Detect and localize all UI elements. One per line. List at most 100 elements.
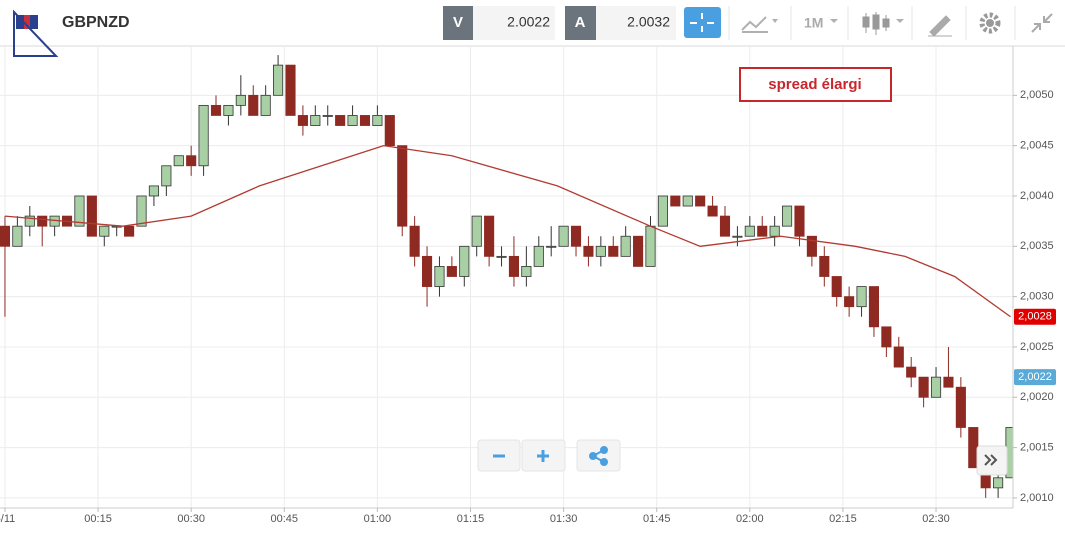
x-tick-label: 02:15: [829, 513, 857, 525]
flag-outline: [13, 9, 59, 57]
candle-body: [484, 215, 495, 257]
ask-label: A: [575, 14, 586, 31]
candle-body: [99, 225, 110, 237]
candle-body: [719, 215, 731, 237]
candle-body: [744, 225, 755, 237]
candle-body: [446, 266, 457, 277]
y-tick-label: 2,0015: [1020, 442, 1054, 454]
price-tag-label: 2,0022: [1018, 371, 1052, 383]
y-tick-label: 2,0010: [1020, 492, 1054, 504]
candle-body: [148, 185, 159, 197]
candle-body: [359, 115, 371, 126]
axes: 2,0010 2,0015 2,0020 2,0025 2,0030 2,0035 2,00…: [0, 89, 1056, 525]
candle-body: [471, 215, 482, 247]
y-tick-label: 2,0040: [1020, 190, 1054, 202]
price-tag: [1014, 369, 1056, 386]
y-tick-label: 2,0050: [1020, 89, 1054, 101]
candle-body: [769, 225, 780, 237]
candle-body: [384, 115, 395, 147]
x-tick-label: 02:30: [922, 513, 950, 525]
x-tick-label: 02:00: [736, 513, 764, 525]
candle-body: [210, 104, 222, 116]
candle-body: [918, 376, 929, 398]
candle-body: [198, 104, 209, 167]
candle-body: [322, 115, 333, 117]
timeframe[interactable]: 1M: [804, 15, 823, 31]
candle-body: [397, 145, 408, 227]
candle-body: [297, 115, 308, 126]
candle-body: [161, 165, 172, 187]
candle-body: [695, 195, 706, 207]
candle-body: [521, 266, 532, 277]
bid-label: V: [453, 14, 463, 31]
draw-icon[interactable]: [928, 15, 952, 37]
candle-body: [86, 195, 97, 237]
candle-body: [757, 225, 768, 237]
candle-body: [707, 205, 718, 217]
candle-body: [893, 346, 904, 368]
dropdown-arrow: [830, 19, 838, 23]
y-tick-label: 2,0020: [1020, 391, 1054, 403]
candle-body: [645, 225, 656, 267]
candle-body: [223, 104, 234, 116]
candle-body: [74, 195, 85, 227]
candle-body: [508, 255, 520, 277]
y-tick-label: 2,0025: [1020, 341, 1054, 353]
dropdown-arrow: [772, 19, 778, 23]
x-tick-label: 01:30: [550, 513, 578, 525]
candle-body: [595, 245, 606, 257]
candle-body: [421, 255, 433, 287]
candle-body: [831, 276, 842, 298]
candle-body: [372, 115, 383, 126]
candle-body: [682, 195, 693, 207]
crosshair-button[interactable]: [684, 7, 721, 38]
ask-box[interactable]: [596, 6, 676, 40]
candle-body: [993, 477, 1004, 489]
bid-box[interactable]: [473, 6, 555, 40]
settings-icon[interactable]: [979, 12, 1001, 34]
candle-body: [546, 245, 557, 248]
x-tick-label: 5/11: [0, 513, 15, 525]
x-tick-label: 01:45: [643, 513, 671, 525]
candle-body: [248, 94, 259, 116]
collapse-icon[interactable]: [1031, 13, 1053, 33]
candle-body: [136, 195, 147, 227]
chart-type-icon[interactable]: [741, 16, 768, 33]
candle-body: [906, 366, 917, 378]
dropdown-arrow: [896, 19, 904, 23]
candle-body: [670, 195, 681, 207]
annotation-box: [739, 67, 892, 102]
y-tick-label: 2,0035: [1020, 240, 1054, 252]
candle-body: [335, 115, 346, 126]
share-button[interactable]: [576, 439, 621, 472]
ask-tag: [565, 6, 596, 40]
x-tick-label: 00:30: [177, 513, 205, 525]
grid: [0, 46, 1013, 508]
candle-body: [235, 94, 246, 106]
candle-body: [782, 205, 793, 227]
bid-price: 2.0022: [507, 14, 550, 30]
candle-body: [657, 195, 668, 227]
x-tick-label: 01:15: [457, 513, 485, 525]
scroll-end-button[interactable]: [976, 445, 1008, 476]
candle-body: [0, 225, 11, 247]
price-tag-label: 2,0028: [1018, 311, 1052, 323]
candle-body: [459, 245, 470, 277]
moving-average: [4, 144, 1011, 318]
symbol: GBPNZD: [62, 14, 130, 31]
candle-body: [844, 296, 855, 308]
annotation: spread élargi: [768, 76, 861, 93]
candle-body: [347, 115, 358, 126]
candle-body: [12, 225, 23, 247]
candle-body: [173, 155, 184, 167]
candle-body: [558, 225, 569, 247]
candle-body: [620, 235, 631, 257]
x-tick-label: 01:00: [364, 513, 392, 525]
candle-body: [285, 64, 296, 116]
toolbar: GBPNZD V 2.0022 A 2.0032 1M: [0, 0, 1065, 57]
candle-body: [608, 245, 619, 257]
candle-body: [633, 235, 644, 267]
flag-cross: [24, 15, 30, 29]
candle-icon[interactable]: [862, 12, 890, 35]
candle-body: [943, 376, 954, 388]
